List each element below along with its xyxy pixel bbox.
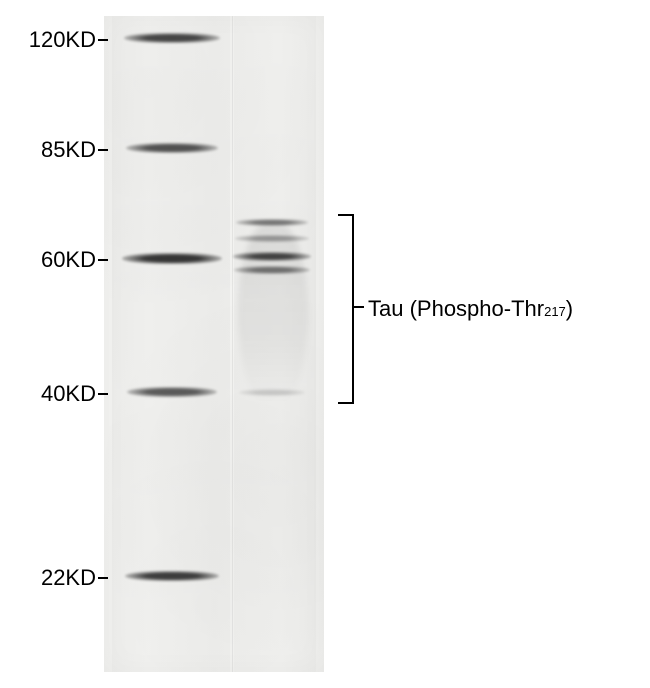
ladder-band — [122, 253, 222, 264]
marker-tick — [98, 149, 108, 151]
annotation-prefix: Tau (Phospho-Thr — [368, 296, 544, 322]
sample-band — [235, 235, 309, 242]
sample-band — [233, 252, 311, 261]
ladder-band — [127, 387, 217, 397]
marker-label: 120KD — [29, 27, 96, 53]
ladder-band — [125, 571, 219, 581]
marker-label: 60KD — [41, 247, 96, 273]
bracket-bottom-arm — [338, 402, 352, 404]
annotation-suffix: ) — [566, 296, 573, 322]
bracket-vertical — [352, 214, 354, 404]
marker-tick — [98, 39, 108, 41]
marker-label: 40KD — [41, 381, 96, 407]
band-annotation: Tau (Phospho-Thr217) — [368, 296, 573, 322]
lane-divider — [232, 16, 233, 672]
figure-canvas: 120KD 85KD 60KD 40KD 22KD Tau (Phospho-Thr21… — [0, 0, 650, 688]
sample-band — [239, 389, 305, 396]
marker-tick — [98, 393, 108, 395]
sample-band — [234, 266, 310, 274]
marker-label: 85KD — [41, 137, 96, 163]
ladder-band — [126, 143, 218, 153]
ladder-band — [124, 33, 220, 43]
marker-tick — [98, 577, 108, 579]
sample-band — [236, 219, 308, 226]
bracket-stem — [352, 306, 364, 308]
marker-tick — [98, 259, 108, 261]
bracket-top-arm — [338, 214, 352, 216]
marker-label: 22KD — [41, 565, 96, 591]
